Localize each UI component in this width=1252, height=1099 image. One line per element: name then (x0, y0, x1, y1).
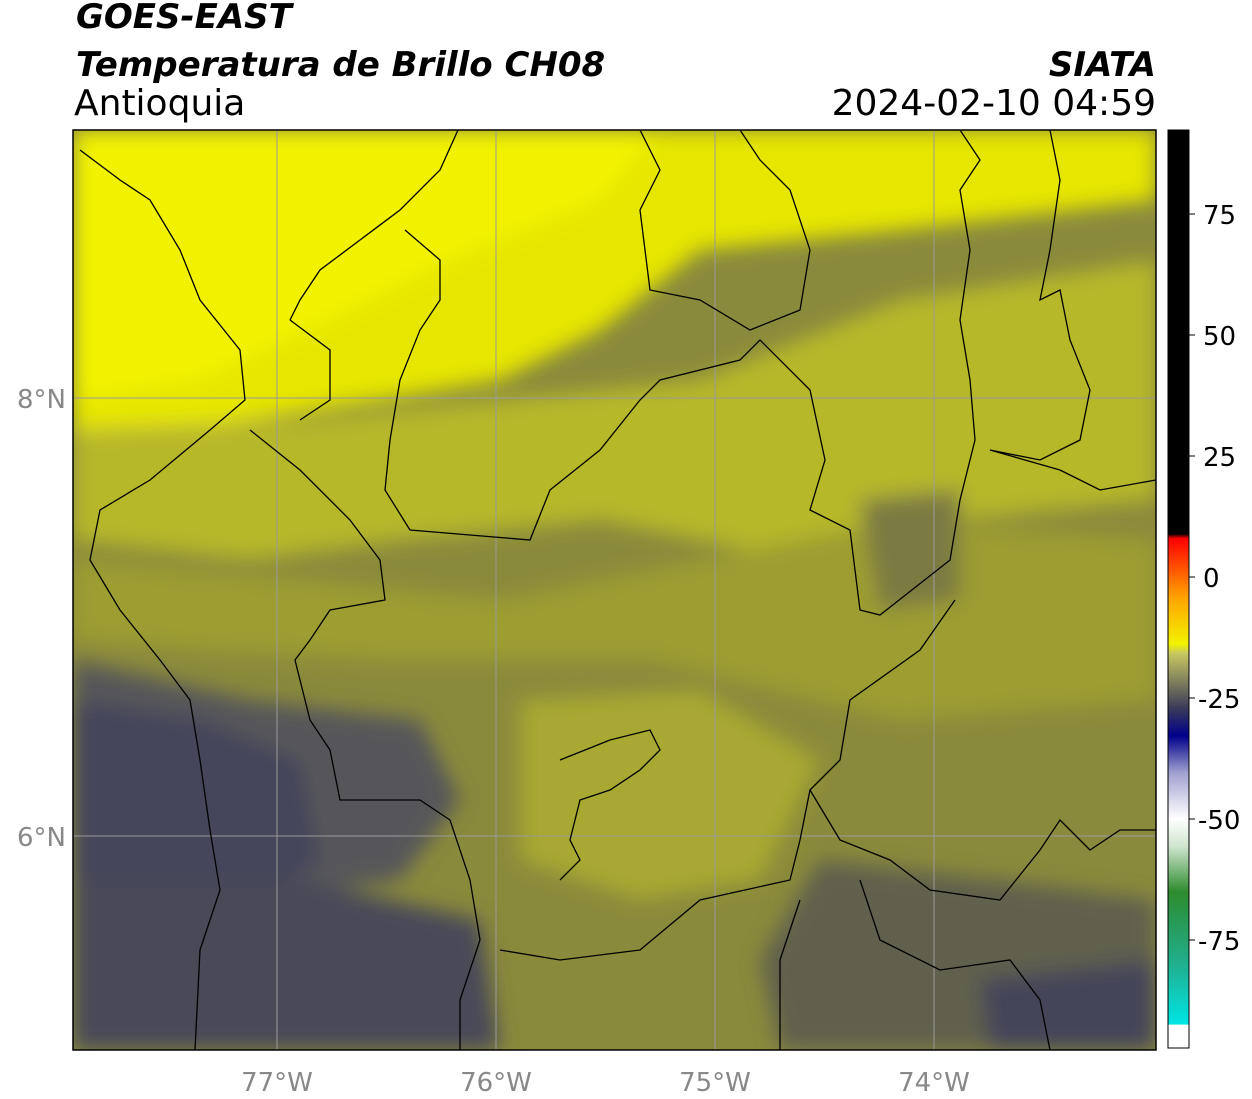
colorbar-tick-label: 50 (1203, 322, 1236, 352)
colorbar: 75 50 25 0 -25 -50 -75 (1167, 129, 1240, 1049)
lon-tick-label: 76°W (460, 1068, 532, 1098)
region-subtitle: Antioquia (74, 83, 246, 124)
colorbar-tick-label: 75 (1203, 201, 1236, 231)
product-title: Temperatura de Brillo CH08 (76, 45, 606, 85)
brightness-temperature-field (73, 130, 1156, 1050)
colorbar-tick-label: -50 (1198, 806, 1240, 836)
colorbar-tick-label: 0 (1203, 564, 1220, 594)
lat-tick-label: 6°N (17, 823, 66, 853)
colorbar-tick-label: -25 (1198, 685, 1240, 715)
lon-tick-label: 77°W (241, 1068, 313, 1098)
satellite-title: GOES-EAST (76, 0, 292, 37)
organization-label: SIATA (1048, 45, 1156, 85)
map-gridlines (73, 130, 1156, 1050)
lon-tick-label: 75°W (679, 1068, 751, 1098)
lon-tick-label: 74°W (898, 1068, 970, 1098)
boundaries (79, 130, 1156, 1050)
map-frame (72, 129, 1157, 1051)
lat-tick-label: 8°N (17, 385, 66, 415)
datetime-label: 2024-02-10 04:59 (831, 83, 1156, 124)
colorbar-tick-label: -75 (1198, 927, 1240, 957)
latitude-ticks: 8°N 6°N (17, 385, 66, 853)
longitude-ticks: 77°W 76°W 75°W 74°W (241, 1068, 970, 1098)
colorbar-tick-label: 25 (1203, 443, 1236, 473)
